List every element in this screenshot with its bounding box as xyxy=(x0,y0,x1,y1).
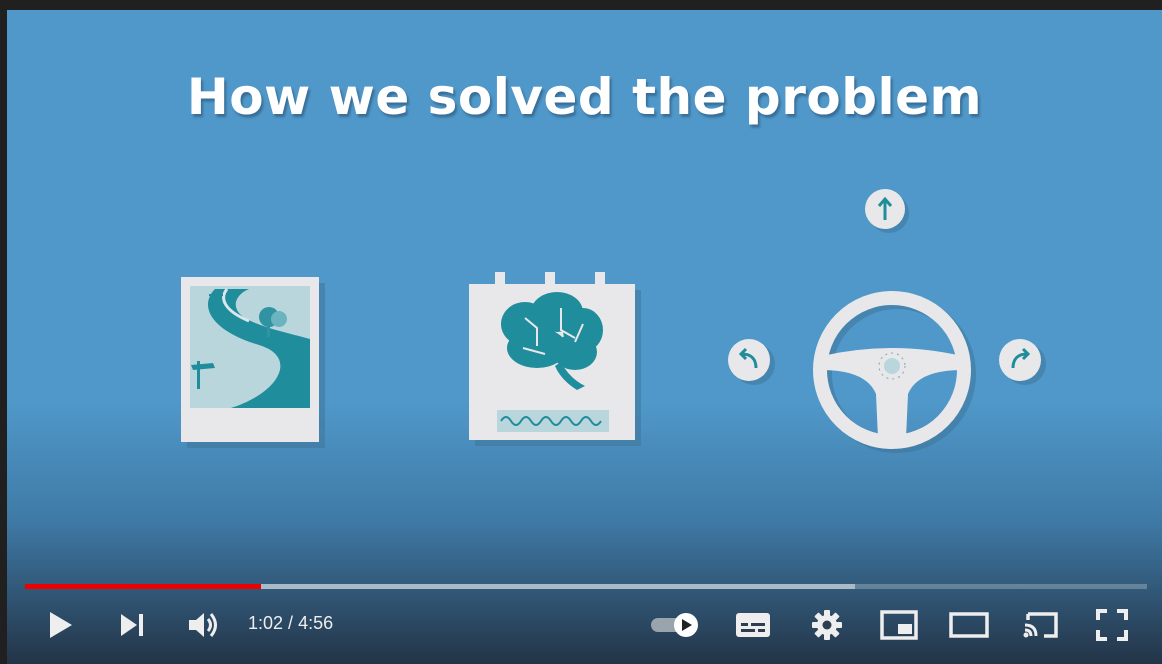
volume-button[interactable] xyxy=(183,600,223,650)
play-button[interactable] xyxy=(40,600,80,650)
time-display: 1:02 / 4:56 xyxy=(248,613,333,634)
settings-button[interactable] xyxy=(805,600,849,650)
fullscreen-button[interactable] xyxy=(1090,600,1134,650)
progress-buffered xyxy=(25,584,856,589)
progress-bar[interactable] xyxy=(25,584,1147,589)
autoplay-toggle[interactable] xyxy=(647,600,703,650)
control-bar: 1:02 / 4:56 xyxy=(7,600,1162,650)
duration: 4:56 xyxy=(298,613,334,633)
slide-title: How we solved the problem xyxy=(186,68,983,126)
subtitles-icon xyxy=(736,613,770,637)
miniplayer-icon xyxy=(880,610,918,640)
cast-icon xyxy=(1023,612,1058,638)
fullscreen-icon xyxy=(1096,609,1128,641)
subtitles-button[interactable] xyxy=(731,600,775,650)
next-icon xyxy=(121,614,143,636)
next-button[interactable] xyxy=(112,600,152,650)
miniplayer-button[interactable] xyxy=(877,600,921,650)
road-photo-icon xyxy=(181,277,325,448)
autoplay-toggle-icon xyxy=(651,613,698,637)
theater-icon xyxy=(949,612,989,638)
steering-wheel-icon xyxy=(728,189,1046,453)
theater-button[interactable] xyxy=(947,600,991,650)
time-separator: / xyxy=(283,613,299,633)
progress-played xyxy=(25,584,261,589)
video-area[interactable]: How we solved the problem xyxy=(7,10,1162,664)
volume-icon xyxy=(189,613,217,637)
play-icon xyxy=(50,612,72,638)
cast-button[interactable] xyxy=(1019,600,1063,650)
current-time: 1:02 xyxy=(248,613,284,633)
brain-chip-icon xyxy=(469,272,641,446)
gear-icon xyxy=(812,610,842,640)
